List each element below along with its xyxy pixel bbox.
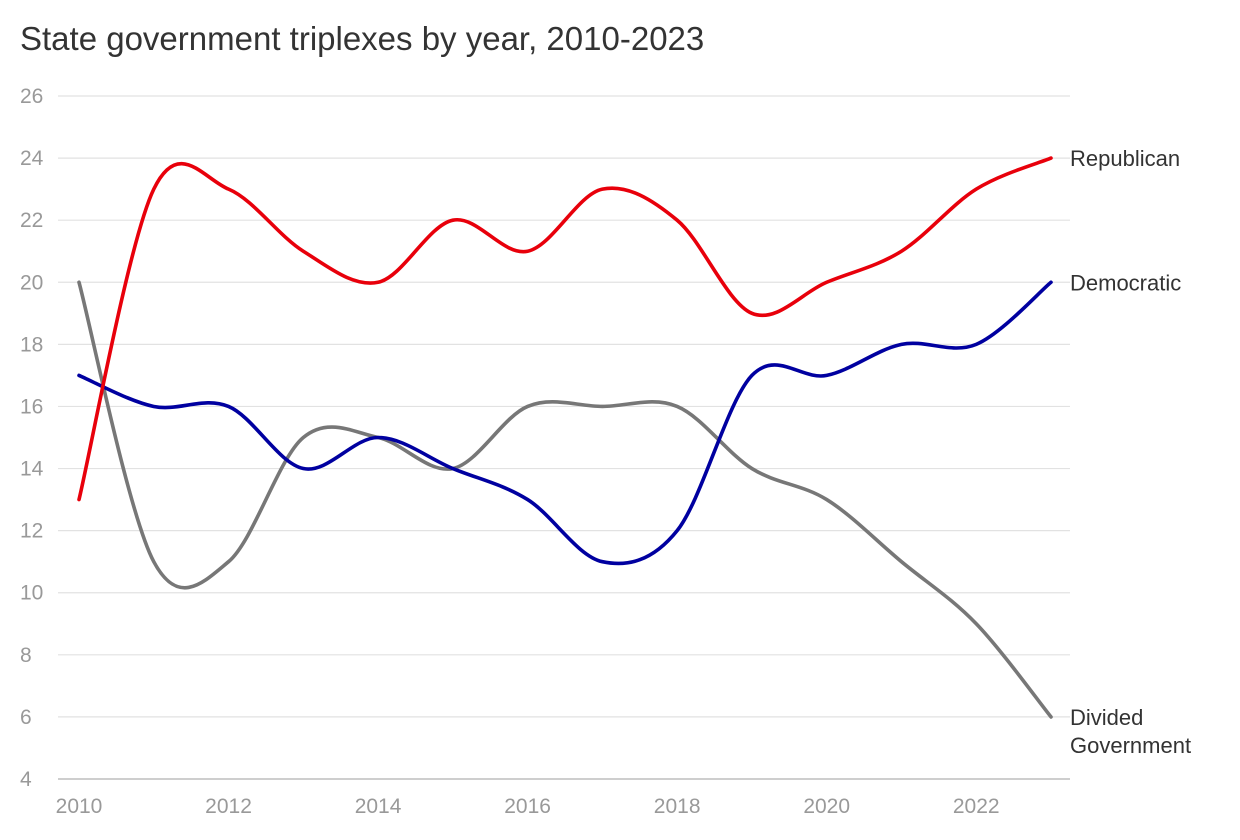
x-tick-label: 2012 [205,795,252,818]
series-line-republican [77,156,1053,502]
series-label-republican: Republican [1070,146,1180,171]
series-label-line: Divided [1070,705,1143,730]
y-tick-label: 4 [20,768,32,791]
series-label-divided-government: Divided Government [1070,705,1191,758]
y-tick-label: 6 [20,706,32,729]
y-tick-label: 12 [20,520,43,543]
y-tick-label: 24 [20,147,44,170]
chart-title: State government triplexes by year, 2010… [20,20,705,57]
series-label-democratic: Democratic [1070,270,1181,295]
series-label-line: Democratic [1070,270,1181,295]
x-tick-label: 2018 [654,795,701,818]
series-labels: Republican Democratic Divided Government [1070,146,1191,758]
series-line-divided-government [77,280,1053,719]
y-tick-label: 20 [20,271,43,294]
y-axis: 4 6 8 10 12 14 16 18 20 22 24 26 [20,85,44,791]
gridlines [58,95,1070,780]
series-label-line: Republican [1070,146,1180,171]
y-tick-label: 22 [20,209,43,232]
x-axis: 2010 2012 2014 2016 2018 2020 2022 [56,795,1000,818]
series-line-democratic [77,280,1053,566]
y-tick-label: 14 [20,458,44,481]
x-tick-label: 2016 [504,795,551,818]
x-tick-label: 2014 [355,795,402,818]
series-label-line: Government [1070,733,1191,758]
x-tick-label: 2022 [953,795,1000,818]
x-tick-label: 2010 [56,795,103,818]
x-tick-label: 2020 [803,795,850,818]
y-tick-label: 18 [20,333,43,356]
y-tick-label: 26 [20,85,43,108]
y-tick-label: 8 [20,644,32,667]
y-tick-label: 10 [20,582,43,605]
series-lines [77,156,1053,719]
y-tick-label: 16 [20,395,43,418]
